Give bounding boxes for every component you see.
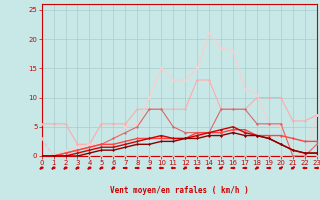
X-axis label: Vent moyen/en rafales ( km/h ): Vent moyen/en rafales ( km/h ): [110, 186, 249, 195]
